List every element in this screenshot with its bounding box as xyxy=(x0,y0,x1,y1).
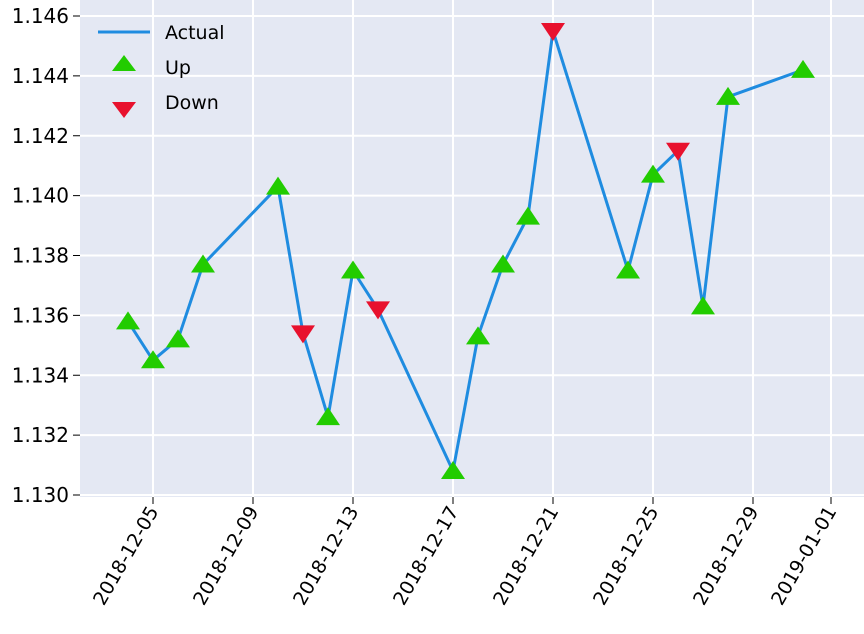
down-marker xyxy=(541,22,565,41)
y-tick-label: 1.136 xyxy=(12,303,69,327)
up-marker xyxy=(491,254,515,273)
up-marker xyxy=(691,296,715,315)
y-tick-label: 1.138 xyxy=(12,244,69,268)
y-tick-label: 1.132 xyxy=(12,423,69,447)
x-tick-label: 2019-01-01 xyxy=(767,503,841,610)
up-marker xyxy=(141,350,165,369)
x-tick-label: 2018-12-05 xyxy=(89,503,163,610)
down-marker xyxy=(366,301,390,320)
up-marker xyxy=(641,164,665,183)
x-tick-label: 2018-12-09 xyxy=(189,503,263,610)
x-tick-label: 2018-12-17 xyxy=(389,503,463,610)
x-tick-label: 2018-12-29 xyxy=(689,503,763,610)
series-layer xyxy=(116,22,815,480)
y-tick-label: 1.144 xyxy=(12,64,69,88)
y-tick-label: 1.146 xyxy=(12,4,69,28)
up-marker xyxy=(716,86,740,105)
up-marker xyxy=(466,326,490,345)
up-marker xyxy=(791,59,815,78)
x-tick-label: 2018-12-13 xyxy=(289,503,363,610)
up-marker xyxy=(341,260,365,279)
down-marker xyxy=(666,142,690,161)
y-tick-label: 1.130 xyxy=(12,483,69,507)
legend: Actual Up Down xyxy=(98,22,225,118)
legend-label-up: Up xyxy=(165,57,191,79)
series-line-actual xyxy=(126,29,804,473)
legend-up-marker xyxy=(112,55,136,71)
legend-label-down: Down xyxy=(165,92,219,114)
legend-down-marker xyxy=(112,102,136,118)
up-marker xyxy=(166,329,190,348)
y-tick-label: 1.140 xyxy=(12,184,69,208)
x-axis: 2018-12-05 2018-12-09 2018-12-13 2018-12-17… xyxy=(89,497,841,609)
x-tick-label: 2018-12-25 xyxy=(589,503,663,610)
x-tick-label: 2018-12-21 xyxy=(489,503,563,610)
down-marker xyxy=(291,325,315,344)
grid xyxy=(80,0,864,497)
y-tick-label: 1.134 xyxy=(12,363,69,387)
up-marker xyxy=(516,206,540,225)
y-tick-label: 1.142 xyxy=(12,124,69,148)
up-marker xyxy=(191,254,215,273)
up-marker xyxy=(441,461,465,480)
plot-area xyxy=(80,0,864,497)
legend-label-actual: Actual xyxy=(165,22,225,44)
up-marker xyxy=(116,311,140,330)
up-marker xyxy=(266,176,290,195)
up-marker xyxy=(316,407,340,426)
up-marker xyxy=(616,260,640,279)
y-axis: 1.130 1.132 1.134 1.136 1.138 1.140 1.142 1.144… xyxy=(12,4,80,507)
